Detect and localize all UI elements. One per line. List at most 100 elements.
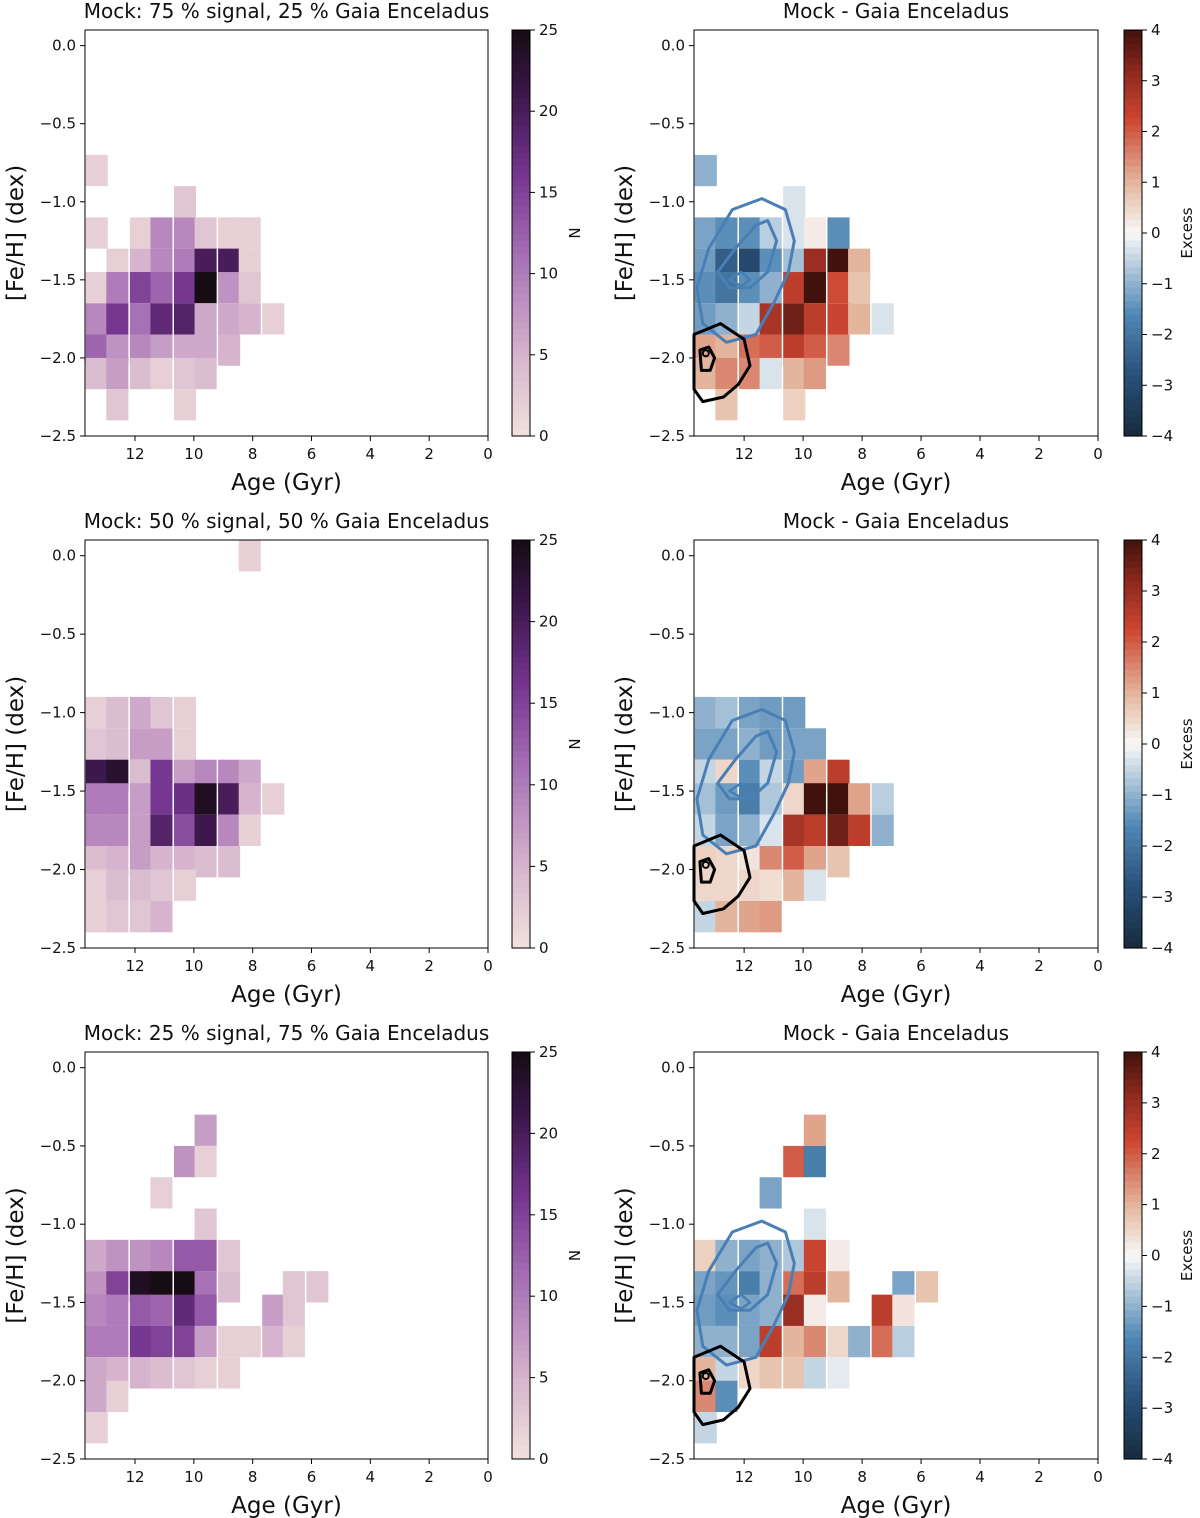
colorbar-segment bbox=[512, 1187, 530, 1196]
colorbar-segment bbox=[512, 266, 530, 275]
x-tick-label: 8 bbox=[857, 445, 867, 463]
x-tick-label: 12 bbox=[125, 957, 144, 975]
contour-black-outer bbox=[692, 833, 752, 915]
colorbar-segment bbox=[512, 703, 530, 711]
x-tick-label: 10 bbox=[794, 957, 813, 975]
colorbar-segment bbox=[1124, 307, 1142, 315]
heatmap-cell bbox=[715, 217, 738, 249]
heatmap-cell bbox=[173, 696, 197, 729]
colorbar-segment bbox=[512, 1350, 530, 1358]
colorbar-segment bbox=[1124, 1262, 1142, 1270]
y-tick-label: −1.5 bbox=[649, 782, 685, 800]
heatmap-cell bbox=[106, 900, 129, 933]
contour-blue-inner bbox=[728, 1293, 752, 1310]
colorbar-segment bbox=[1124, 348, 1142, 356]
colorbar-segment bbox=[1124, 567, 1142, 575]
colorbar-segment bbox=[512, 791, 530, 799]
y-tick-label: −1.0 bbox=[40, 1215, 76, 1233]
colorbar-tick-label: 25 bbox=[539, 531, 558, 549]
colorbar-segment bbox=[1124, 1160, 1142, 1168]
colorbar-segment bbox=[1124, 1146, 1142, 1155]
colorbar-segment bbox=[512, 320, 530, 329]
colorbar-segment bbox=[512, 388, 530, 396]
colorbar-segment bbox=[512, 1180, 530, 1189]
colorbar-tick-label: 0 bbox=[539, 939, 549, 957]
colorbar-segment bbox=[512, 676, 530, 684]
colorbar: 0 5 10 15 20 25 N bbox=[511, 21, 584, 445]
y-tick-label: −2.0 bbox=[40, 349, 76, 367]
colorbar-label: N bbox=[566, 1250, 584, 1261]
y-tick-label: −2.0 bbox=[649, 349, 685, 367]
colorbar-segment bbox=[1124, 1425, 1142, 1433]
x-tick-label: 12 bbox=[125, 445, 144, 463]
colorbar-segment bbox=[1124, 805, 1142, 813]
y-tick-label: 0.0 bbox=[52, 547, 76, 565]
heatmap-cell bbox=[892, 1294, 915, 1326]
colorbar-segment bbox=[1124, 886, 1142, 895]
heatmap-cell bbox=[783, 186, 806, 218]
heatmap-cell bbox=[218, 1357, 241, 1389]
heatmap-cells bbox=[85, 154, 285, 421]
heatmap-cell bbox=[106, 389, 129, 421]
colorbar-segment bbox=[1124, 402, 1142, 410]
colorbar-segment bbox=[512, 239, 530, 248]
colorbar-segment bbox=[1124, 716, 1142, 725]
colorbar-segment bbox=[512, 614, 530, 623]
colorbar: 0 5 10 15 20 25 N bbox=[511, 531, 584, 957]
x-tick-label: 10 bbox=[184, 1468, 203, 1486]
colorbar-segment bbox=[1124, 642, 1142, 650]
heatmap-cell bbox=[173, 1239, 197, 1272]
colorbar-segment bbox=[512, 260, 530, 268]
colorbar-segment bbox=[512, 84, 530, 92]
colorbar-segment bbox=[512, 1228, 530, 1236]
colorbar-segment bbox=[512, 893, 530, 901]
colorbar-segment bbox=[1124, 1384, 1142, 1392]
heatmap-cell bbox=[759, 1357, 782, 1389]
colorbar-segment bbox=[512, 1113, 530, 1121]
colorbar-segment bbox=[1124, 648, 1142, 657]
heatmap-cell bbox=[827, 217, 850, 249]
colorbar-segment bbox=[1124, 1167, 1142, 1175]
heatmap-cell bbox=[803, 303, 826, 335]
heatmap-cell bbox=[803, 272, 826, 304]
heatmap-cell bbox=[194, 783, 217, 815]
heatmap-cell bbox=[85, 1294, 108, 1326]
y-axis-label: [Fe/H] (dex) bbox=[612, 1187, 638, 1323]
colorbar-segment bbox=[1124, 320, 1142, 329]
colorbar-segment bbox=[1124, 192, 1142, 200]
contour-black-outer bbox=[692, 1344, 752, 1427]
colorbar-segment bbox=[512, 941, 530, 949]
colorbar-segment bbox=[512, 307, 530, 315]
heatmap-cell bbox=[803, 728, 826, 760]
y-tick-label: −1.5 bbox=[40, 271, 76, 289]
x-tick-label: 8 bbox=[248, 445, 258, 463]
colorbar-segment bbox=[1124, 178, 1142, 187]
y-tick-label: −1.0 bbox=[40, 704, 76, 722]
colorbar-segment bbox=[1124, 1397, 1142, 1406]
colorbar-segment bbox=[512, 1431, 530, 1440]
colorbar-segment bbox=[1124, 1140, 1142, 1148]
colorbar-segment bbox=[1124, 825, 1142, 833]
x-tick-label: 0 bbox=[483, 445, 493, 463]
colorbar-segment bbox=[1124, 260, 1142, 268]
colorbar-segment bbox=[1124, 1438, 1142, 1447]
heatmap-cell bbox=[738, 900, 762, 933]
y-tick-label: −2.5 bbox=[40, 427, 76, 445]
heatmap-cells bbox=[85, 540, 285, 933]
colorbar-segment bbox=[1124, 1343, 1142, 1352]
heatmap-cell bbox=[282, 1325, 305, 1358]
colorbar-segment bbox=[1124, 1411, 1142, 1419]
colorbar-segment bbox=[512, 205, 530, 214]
x-tick-label: 10 bbox=[794, 445, 813, 463]
colorbar-segment bbox=[1124, 682, 1142, 691]
colorbar-segment bbox=[1124, 574, 1142, 582]
colorbar-segment bbox=[512, 1235, 530, 1243]
colorbar-segment bbox=[1124, 1221, 1142, 1229]
colorbar-segment bbox=[512, 1316, 530, 1324]
colorbar-segment bbox=[512, 1106, 530, 1114]
heatmap-cell bbox=[715, 303, 738, 335]
heatmap-cell bbox=[129, 696, 152, 729]
x-tick-label: 8 bbox=[248, 957, 258, 975]
heatmap-cell bbox=[759, 1325, 782, 1358]
x-tick-label: 12 bbox=[125, 1468, 144, 1486]
